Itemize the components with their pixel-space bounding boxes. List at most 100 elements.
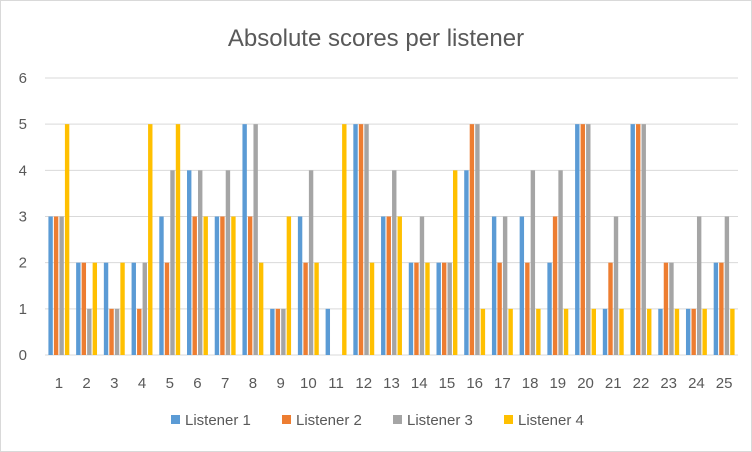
bar-listener-2-cat-25	[719, 262, 724, 355]
x-tick-label: 20	[577, 375, 594, 392]
x-axis-ticks: 1 2 3 4 5 6 7 8 9 10 11 12 13 14 15 16 17 18 19 20 21 22 23 24 2…	[55, 375, 733, 392]
bar-listener-3-cat-24	[696, 216, 702, 355]
bar-listener-4-cat-18	[536, 308, 541, 355]
bar-listener-1-cat-11	[325, 308, 331, 355]
bar-listener-1-cat-24	[685, 308, 691, 355]
bar-listener-4-cat-25	[730, 308, 735, 355]
x-tick-label: 9	[276, 375, 284, 392]
bar-listener-1-cat-7	[214, 216, 220, 355]
bar-listener-2-cat-18	[525, 262, 530, 355]
bar-listener-1-cat-2	[76, 262, 81, 355]
legend-label-2: Listener 2	[296, 412, 362, 429]
bar-listener-3-cat-10	[308, 170, 314, 355]
bar-listener-1-cat-19	[547, 262, 552, 355]
y-tick-label: 4	[19, 162, 27, 179]
bar-listener-1-cat-3	[103, 262, 109, 355]
bar-listener-3-cat-7	[225, 170, 231, 355]
bar-listener-1-cat-16	[464, 170, 469, 355]
bar-listener-3-cat-17	[502, 216, 508, 355]
bar-listener-1-cat-5	[159, 216, 164, 355]
bar-listener-2-cat-6	[192, 216, 197, 355]
bar-listener-1-cat-23	[658, 308, 663, 355]
bar-listener-1-cat-14	[408, 262, 414, 355]
legend: Listener 1 Listener 2 Listener 3 Listener 4	[171, 412, 584, 429]
bar-listener-1-cat-13	[381, 216, 386, 355]
bar-listener-3-cat-23	[669, 262, 674, 355]
bar-listener-2-cat-19	[552, 216, 558, 355]
bar-listener-3-cat-12	[364, 124, 369, 355]
bar-listener-1-cat-6	[187, 170, 192, 355]
bar-listener-4-cat-21	[619, 308, 624, 355]
y-tick-label: 5	[19, 116, 27, 133]
bar-listener-1-cat-8	[242, 124, 247, 355]
bar-listener-2-cat-24	[691, 308, 696, 355]
bar-listener-2-cat-3	[109, 308, 114, 355]
bar-listener-2-cat-8	[247, 216, 253, 355]
bar-listener-1-cat-10	[297, 216, 303, 355]
bar-listener-4-cat-5	[175, 124, 181, 355]
bar-listener-3-cat-20	[586, 124, 591, 355]
x-tick-label: 16	[466, 375, 483, 392]
x-tick-label: 3	[110, 375, 118, 392]
x-tick-label: 19	[549, 375, 566, 392]
bar-listener-3-cat-4	[142, 262, 147, 355]
bar-listener-2-cat-22	[636, 124, 641, 355]
bar-listener-2-cat-21	[608, 262, 613, 355]
bar-listener-4-cat-23	[674, 308, 680, 355]
legend-swatch-2	[282, 415, 291, 424]
bar-listener-4-cat-22	[647, 308, 652, 355]
x-tick-label: 2	[82, 375, 90, 392]
bar-listener-4-cat-7	[231, 216, 236, 355]
bar-listener-3-cat-3	[114, 308, 120, 355]
bar-listener-3-cat-14	[419, 216, 425, 355]
x-tick-label: 8	[249, 375, 257, 392]
y-tick-label: 0	[19, 347, 27, 364]
bar-listener-4-cat-20	[591, 308, 596, 355]
x-tick-label: 13	[383, 375, 400, 392]
bar-listener-3-cat-2	[87, 308, 92, 355]
bar-listener-1-cat-20	[575, 124, 580, 355]
bar-listener-1-cat-9	[270, 308, 275, 355]
x-tick-label: 6	[193, 375, 201, 392]
y-tick-label: 3	[19, 209, 27, 226]
x-tick-label: 15	[439, 375, 456, 392]
bar-listener-1-cat-18	[519, 216, 525, 355]
x-tick-label: 23	[660, 375, 677, 392]
bar-listener-2-cat-23	[663, 262, 669, 355]
legend-swatch-1	[171, 415, 180, 424]
bar-listener-4-cat-10	[314, 262, 319, 355]
legend-label-4: Listener 4	[518, 412, 584, 429]
bar-listener-4-cat-3	[120, 262, 125, 355]
bar-listener-2-cat-15	[441, 262, 447, 355]
x-tick-label: 25	[716, 375, 733, 392]
bar-listener-3-cat-6	[198, 170, 203, 355]
bar-listener-1-cat-4	[131, 262, 136, 355]
bar-listener-3-cat-22	[641, 124, 646, 355]
bar-listener-3-cat-1	[59, 216, 64, 355]
x-tick-label: 24	[688, 375, 705, 392]
bar-listener-1-cat-15	[436, 262, 441, 355]
bar-listener-2-cat-2	[81, 262, 87, 355]
bar-listener-2-cat-13	[386, 216, 391, 355]
bar-listener-4-cat-8	[258, 262, 264, 355]
bar-listener-2-cat-5	[164, 262, 170, 355]
bar-listener-3-cat-16	[475, 124, 480, 355]
bar-listener-4-cat-16	[480, 308, 486, 355]
bar-listener-2-cat-12	[358, 124, 364, 355]
bar-listener-4-cat-19	[563, 308, 569, 355]
bar-listener-3-cat-8	[253, 124, 258, 355]
bar-listener-1-cat-22	[630, 124, 635, 355]
legend-swatch-3	[393, 415, 402, 424]
x-tick-label: 21	[605, 375, 622, 392]
x-tick-label: 22	[633, 375, 650, 392]
y-axis-ticks: 0 1 2 3 4 5 6	[19, 70, 27, 364]
bar-listener-3-cat-21	[613, 216, 619, 355]
bar-listener-1-cat-1	[48, 216, 53, 355]
x-tick-label: 18	[522, 375, 539, 392]
bar-listener-3-cat-15	[447, 262, 452, 355]
bar-listener-4-cat-6	[203, 216, 208, 355]
bar-listener-2-cat-7	[220, 216, 225, 355]
bar-listener-3-cat-13	[392, 170, 397, 355]
